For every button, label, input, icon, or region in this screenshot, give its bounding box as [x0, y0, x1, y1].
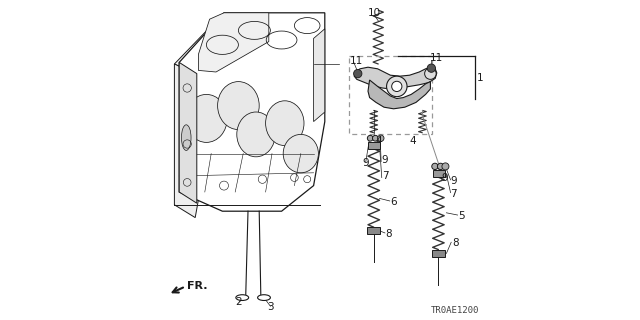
- Bar: [432, 250, 445, 257]
- Circle shape: [392, 81, 402, 92]
- Bar: [367, 227, 380, 234]
- Polygon shape: [179, 13, 325, 211]
- Polygon shape: [174, 64, 219, 218]
- Ellipse shape: [258, 295, 270, 300]
- Ellipse shape: [186, 94, 227, 142]
- Circle shape: [378, 135, 384, 141]
- Text: 1: 1: [477, 73, 483, 84]
- Circle shape: [425, 68, 436, 79]
- Ellipse shape: [237, 112, 275, 157]
- Ellipse shape: [182, 125, 191, 150]
- Text: 9: 9: [451, 176, 457, 186]
- Text: 7: 7: [383, 171, 389, 181]
- Bar: [368, 142, 380, 149]
- Polygon shape: [314, 29, 325, 122]
- Circle shape: [387, 76, 407, 97]
- Text: TR0AE1200: TR0AE1200: [431, 306, 479, 315]
- Text: 11: 11: [349, 56, 363, 67]
- Text: 9: 9: [442, 172, 448, 183]
- Circle shape: [428, 64, 436, 72]
- Text: FR.: FR.: [187, 281, 207, 291]
- Text: 11: 11: [429, 53, 443, 63]
- Ellipse shape: [218, 82, 259, 130]
- Circle shape: [442, 163, 449, 170]
- Ellipse shape: [266, 101, 304, 146]
- Text: 2: 2: [236, 297, 242, 308]
- Text: 6: 6: [390, 196, 397, 207]
- Text: 8: 8: [452, 238, 458, 248]
- Text: 10: 10: [367, 8, 381, 18]
- Circle shape: [372, 135, 378, 141]
- Circle shape: [432, 163, 438, 170]
- Text: 5: 5: [458, 211, 465, 221]
- Ellipse shape: [236, 295, 249, 300]
- Bar: [433, 170, 445, 177]
- Polygon shape: [179, 62, 197, 203]
- Polygon shape: [355, 67, 437, 89]
- Text: 4: 4: [375, 136, 381, 147]
- Text: 8: 8: [385, 228, 392, 239]
- Text: 9: 9: [381, 155, 388, 165]
- Polygon shape: [198, 13, 269, 72]
- Text: 4: 4: [409, 136, 415, 147]
- Polygon shape: [174, 16, 323, 85]
- Text: 3: 3: [268, 302, 274, 312]
- Ellipse shape: [283, 134, 319, 173]
- Circle shape: [353, 69, 362, 78]
- Text: 9: 9: [362, 157, 369, 168]
- Circle shape: [367, 135, 373, 141]
- Circle shape: [437, 163, 444, 170]
- Text: 7: 7: [451, 188, 457, 199]
- Bar: [349, 56, 432, 134]
- Polygon shape: [368, 80, 430, 109]
